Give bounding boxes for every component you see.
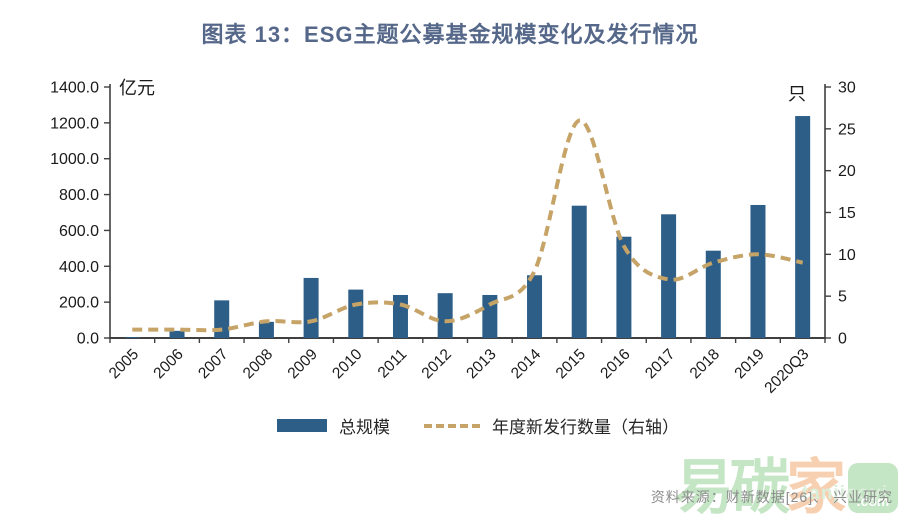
x-axis-category-label: 2014 [508, 346, 545, 383]
x-axis-category-label: 2012 [419, 346, 455, 382]
x-axis-category-label: 2016 [597, 346, 633, 382]
bar-2020Q3 [795, 116, 811, 339]
right-axis-unit-label: 只 [788, 84, 806, 104]
bar-2011 [392, 294, 408, 338]
left-axis-tick-label: 1000.0 [50, 151, 99, 168]
bar-2010 [348, 289, 364, 338]
bar-2016 [616, 236, 632, 338]
data-source-note: 资料来源：财新数据[26]、 兴业研究 [650, 489, 893, 505]
chart-legend: 总规模 年度新发行数量（右轴） [28, 413, 900, 438]
bar-2005 [124, 337, 140, 339]
line-series-swatch [424, 423, 480, 428]
x-axis-category-label: 2019 [731, 346, 767, 382]
x-axis-category-label: 2015 [553, 346, 589, 382]
x-axis-category-label: 2020Q3 [761, 346, 812, 397]
right-axis-tick-label: 0 [838, 331, 847, 348]
right-axis-tick-label: 25 [838, 121, 856, 138]
bar-2018 [705, 250, 721, 338]
chart-title: 图表 13：ESG主题公募基金规模变化及发行情况 [201, 22, 699, 47]
bar-2013 [482, 294, 498, 338]
bar-2019 [750, 204, 766, 338]
right-axis-tick-label: 10 [838, 247, 856, 264]
x-axis-category-label: 2013 [463, 346, 499, 382]
left-axis-tick-label: 1400.0 [50, 80, 99, 97]
x-axis-category-label: 2009 [285, 346, 321, 382]
legend-label-new-issuance: 年度新发行数量（右轴） [492, 418, 679, 437]
bar-2014 [527, 275, 543, 338]
bar-series-swatch [277, 419, 327, 432]
left-axis-tick-label: 1200.0 [50, 115, 99, 132]
x-axis-category-label: 2011 [375, 346, 411, 382]
right-axis-tick-label: 5 [838, 289, 847, 306]
x-axis-category-label: 2008 [240, 346, 276, 382]
legend-item-new-issuance: 年度新发行数量（右轴） [424, 413, 679, 438]
x-axis-category-label: 2010 [329, 346, 366, 383]
x-axis-category-label: 2017 [642, 346, 678, 382]
legend-item-total-scale: 总规模 [277, 413, 390, 438]
right-axis-tick-label: 20 [838, 163, 856, 180]
left-axis-tick-label: 400.0 [59, 259, 99, 276]
new-issuance-line [132, 118, 804, 333]
legend-label-total-scale: 总规模 [339, 418, 390, 437]
x-axis-category-label: 2018 [687, 346, 723, 382]
right-axis-tick-label: 15 [838, 205, 856, 222]
left-axis-tick-label: 800.0 [59, 187, 99, 204]
bar-2015 [571, 205, 587, 338]
esg-fund-chart: 0.0 200.0 400.0 600.0 800.0 1000.0 1200.0 1400.… [50, 78, 856, 397]
bar-2009 [303, 277, 319, 338]
bar-2006 [169, 330, 185, 338]
x-axis-category-label: 2007 [195, 346, 231, 382]
left-axis-unit-label: 亿元 [119, 78, 155, 98]
bar-2012 [437, 293, 453, 338]
left-axis-tick-label: 200.0 [59, 295, 99, 312]
left-axis-tick-label: 600.0 [59, 223, 99, 240]
right-axis-tick-label: 30 [838, 80, 856, 97]
x-axis-category-label: 2005 [106, 346, 142, 382]
bar-2017 [661, 214, 677, 338]
bar-2007 [214, 300, 230, 338]
bar-2008 [258, 321, 274, 338]
x-axis-category-label: 2006 [150, 346, 186, 382]
left-axis-tick-label: 0.0 [77, 331, 99, 348]
